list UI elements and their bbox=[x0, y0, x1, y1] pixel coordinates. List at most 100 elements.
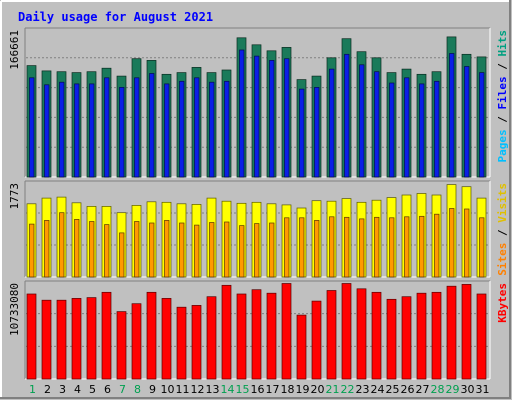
bar-sites-day-8 bbox=[134, 221, 140, 278]
bar-sites-day-12 bbox=[194, 224, 200, 278]
day-label-20: 20 bbox=[311, 383, 325, 396]
day-label-12: 12 bbox=[191, 383, 205, 396]
day-label-27: 27 bbox=[416, 383, 430, 396]
panels-group: 166661 Pages / Files / Hits 1773 Sites / Vi… bbox=[8, 27, 509, 380]
bar-sites-day-30 bbox=[464, 208, 470, 278]
bar-files-day-21 bbox=[329, 68, 335, 178]
bar-files-day-1 bbox=[29, 77, 35, 178]
bar-sites-day-16 bbox=[254, 223, 260, 278]
day-label-16: 16 bbox=[251, 383, 265, 396]
bar-sites-day-15 bbox=[239, 225, 245, 278]
day-label-24: 24 bbox=[371, 383, 385, 396]
bar-files-day-6 bbox=[104, 77, 110, 178]
day-label-22: 22 bbox=[341, 383, 355, 396]
bar-sites-day-23 bbox=[359, 218, 365, 278]
bar-kbytes-day-20 bbox=[311, 300, 322, 380]
bar-sites-day-25 bbox=[389, 217, 395, 278]
bar-kbytes-day-28 bbox=[431, 291, 442, 380]
bar-sites-day-29 bbox=[449, 208, 455, 278]
bar-kbytes-day-29 bbox=[446, 285, 457, 380]
bar-kbytes-day-13 bbox=[206, 296, 217, 380]
bar-sites-day-10 bbox=[164, 220, 170, 278]
bar-sites-day-27 bbox=[419, 215, 425, 278]
bar-files-day-23 bbox=[359, 64, 365, 178]
day-label-17: 17 bbox=[266, 383, 280, 396]
side-label-kbytes: KBytes bbox=[496, 283, 509, 323]
day-label-9: 9 bbox=[149, 383, 156, 396]
bar-kbytes-day-1 bbox=[26, 293, 37, 380]
bar-kbytes-day-21 bbox=[326, 290, 337, 380]
bar-kbytes-day-2 bbox=[41, 299, 52, 380]
day-labels-group: 1 2 3 4 5 6 7 8 9 10 11 12 13 14 15 16 17 18 19 20 21 22 23 24 2… bbox=[29, 383, 490, 396]
bar-sites-day-13 bbox=[209, 222, 215, 278]
day-label-5: 5 bbox=[89, 383, 96, 396]
bar-sites-day-7 bbox=[119, 232, 125, 278]
bar-sites-day-26 bbox=[404, 216, 410, 278]
side-label-part: Pages bbox=[496, 129, 509, 162]
side-label-part: / bbox=[496, 57, 509, 77]
bar-files-day-17 bbox=[269, 60, 275, 178]
bar-kbytes-day-25 bbox=[386, 298, 397, 380]
bar-kbytes-day-4 bbox=[71, 298, 82, 380]
bar-files-day-11 bbox=[179, 80, 185, 178]
bar-sites-day-9 bbox=[149, 222, 155, 278]
day-label-29: 29 bbox=[446, 383, 460, 396]
bar-kbytes-day-6 bbox=[101, 291, 112, 380]
bar-kbytes-day-8 bbox=[131, 303, 142, 380]
bar-sites-day-19 bbox=[299, 217, 305, 278]
bar-kbytes-day-11 bbox=[176, 306, 187, 380]
day-label-10: 10 bbox=[161, 383, 175, 396]
bar-kbytes-day-17 bbox=[266, 292, 277, 380]
bar-files-day-15 bbox=[239, 49, 245, 178]
bar-kbytes-day-12 bbox=[191, 305, 202, 380]
bar-files-day-20 bbox=[314, 87, 320, 178]
day-label-28: 28 bbox=[431, 383, 445, 396]
bar-kbytes-day-31 bbox=[476, 293, 487, 380]
day-label-18: 18 bbox=[281, 383, 295, 396]
bar-kbytes-day-16 bbox=[251, 289, 262, 380]
bar-files-day-8 bbox=[134, 77, 140, 178]
side-label-part: KBytes bbox=[496, 283, 509, 323]
bar-kbytes-day-14 bbox=[221, 284, 232, 380]
day-label-25: 25 bbox=[386, 383, 400, 396]
bar-files-day-19 bbox=[299, 88, 305, 178]
bar-sites-day-22 bbox=[344, 216, 350, 278]
bar-files-day-9 bbox=[149, 73, 155, 178]
day-label-1: 1 bbox=[29, 383, 36, 396]
bar-sites-day-2 bbox=[44, 220, 50, 278]
day-label-23: 23 bbox=[356, 383, 370, 396]
day-label-14: 14 bbox=[221, 383, 235, 396]
bar-kbytes-day-19 bbox=[296, 314, 307, 380]
day-label-30: 30 bbox=[461, 383, 475, 396]
bar-kbytes-day-23 bbox=[356, 288, 367, 380]
bar-files-day-24 bbox=[374, 71, 380, 178]
bar-kbytes-day-24 bbox=[371, 291, 382, 380]
day-label-7: 7 bbox=[119, 383, 126, 396]
bar-files-day-12 bbox=[194, 77, 200, 178]
bar-sites-day-17 bbox=[269, 222, 275, 278]
bar-sites-day-3 bbox=[59, 212, 65, 278]
day-label-2: 2 bbox=[44, 383, 51, 396]
bar-kbytes-day-10 bbox=[161, 298, 172, 380]
bar-sites-day-11 bbox=[179, 222, 185, 278]
bar-files-day-4 bbox=[74, 83, 80, 178]
bar-files-day-3 bbox=[59, 81, 65, 178]
bar-sites-day-21 bbox=[329, 216, 335, 278]
bar-files-day-16 bbox=[254, 55, 260, 178]
bar-files-day-7 bbox=[119, 87, 125, 178]
bar-sites-day-20 bbox=[314, 220, 320, 278]
bar-files-day-22 bbox=[344, 53, 350, 178]
side-label-visits-sites: Sites / Visits bbox=[496, 183, 509, 276]
chart-title: Daily usage for August 2021 bbox=[18, 10, 213, 24]
day-label-13: 13 bbox=[206, 383, 220, 396]
bar-kbytes-day-7 bbox=[116, 311, 127, 380]
bar-kbytes-day-5 bbox=[86, 297, 97, 380]
bar-files-day-26 bbox=[404, 77, 410, 178]
bar-files-day-18 bbox=[284, 58, 290, 178]
bar-sites-day-5 bbox=[89, 221, 95, 278]
day-label-6: 6 bbox=[104, 383, 111, 396]
day-label-15: 15 bbox=[236, 383, 250, 396]
bar-kbytes-day-15 bbox=[236, 293, 247, 380]
side-label-part: / bbox=[496, 223, 509, 243]
